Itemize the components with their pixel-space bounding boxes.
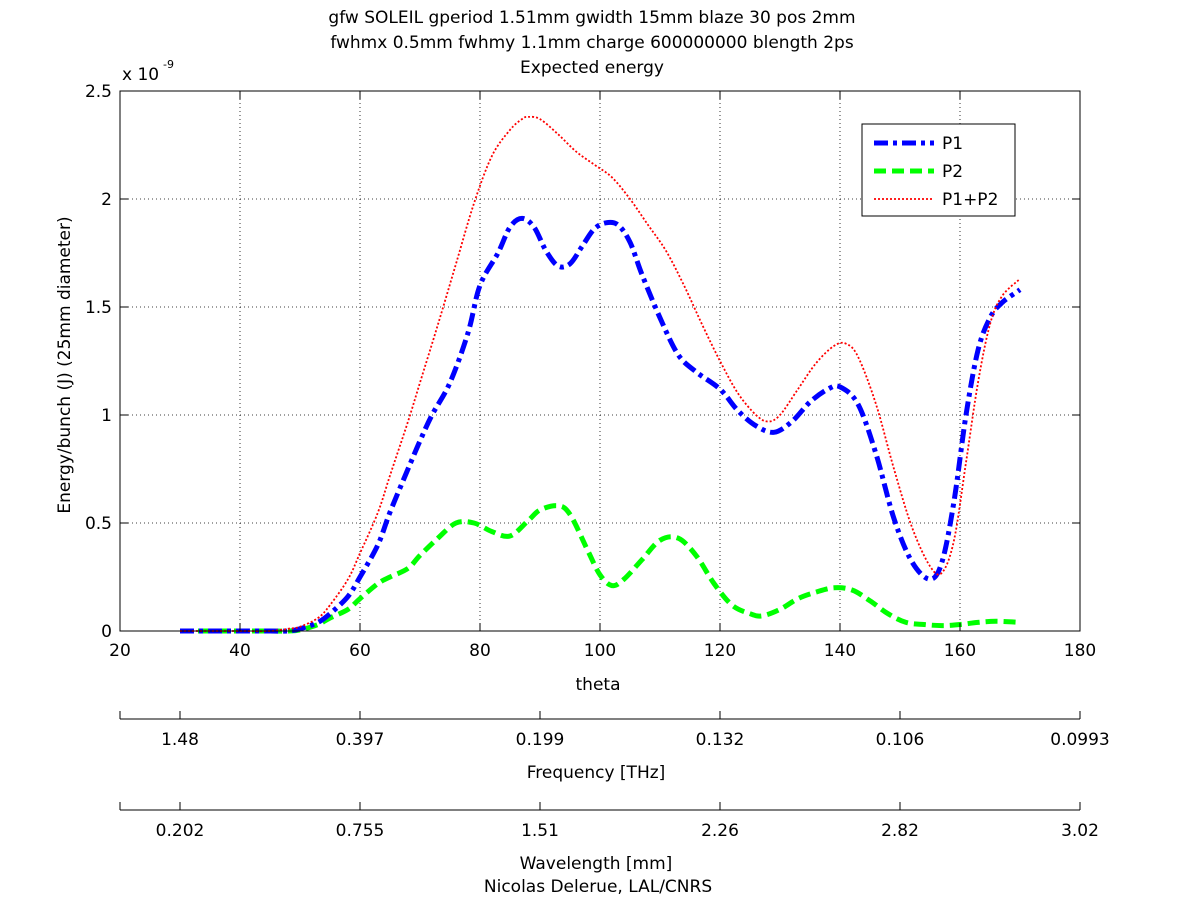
x-tick-label: 80 <box>469 641 491 661</box>
x-axis-label: theta <box>576 675 621 695</box>
secondary-axis-tick-label: 0.397 <box>336 730 385 750</box>
secondary-axis-tick-label: 0.106 <box>876 730 925 750</box>
y-axis-label: Energy/bunch (J) (25mm diameter) <box>55 216 75 513</box>
x-tick-label: 140 <box>824 641 856 661</box>
secondary-axes: 1.48 0.397 0.199 0.132 0.106 0.0993 Frequency … <box>119 711 1110 874</box>
y-tick-label: 0.5 <box>85 514 112 534</box>
footer-credit: Nicolas Delerue, LAL/CNRS <box>484 877 712 897</box>
secondary-axis-label: Frequency [THz] <box>527 763 666 783</box>
legend-label: P1+P2 <box>942 190 998 210</box>
legend-label: P2 <box>942 162 963 182</box>
legend: P1 P2 P1+P2 <box>861 123 1016 217</box>
series-group <box>179 115 1022 634</box>
x-tick-label: 60 <box>349 641 371 661</box>
secondary-axis-tick-label: 1.51 <box>521 821 559 841</box>
secondary-axis-tick-label: 0.755 <box>336 821 385 841</box>
series-line-p2 <box>179 503 1021 634</box>
y-tick-label: 0 <box>101 622 112 642</box>
y-exponent-base: x 10 <box>122 65 159 85</box>
x-tick-label: 160 <box>944 641 976 661</box>
x-tick-label: 120 <box>704 641 736 661</box>
secondary-axis-tick-label: 0.0993 <box>1050 730 1109 750</box>
y-tick-label: 2 <box>101 190 112 210</box>
secondary-axis-tick-label: 2.26 <box>701 821 739 841</box>
y-exponent-power: -9 <box>163 58 174 71</box>
secondary-axis-tick-label: 1.48 <box>161 730 199 750</box>
y-exponent-label: x 10 -9 <box>122 58 174 85</box>
y-tick-label: 2.5 <box>85 82 112 102</box>
y-tick-label: 1.5 <box>85 298 112 318</box>
secondary-axis-tick-label: 3.02 <box>1061 821 1099 841</box>
axes: 20 40 60 80 100 120 140 160 180 0 0.5 1 1.5 2 2.5 <box>85 82 1096 661</box>
chart-title: gfw SOLEIL gperiod 1.51mm gwidth 15mm bl… <box>328 8 855 78</box>
secondary-axis-tick-label: 0.132 <box>696 730 745 750</box>
x-tick-label: 40 <box>229 641 251 661</box>
y-tick-label: 1 <box>101 406 112 426</box>
legend-box <box>861 123 1016 217</box>
secondary-axis-tick-label: 0.202 <box>156 821 205 841</box>
secondary-axis-label: Wavelength [mm] <box>520 854 673 874</box>
legend-label: P1 <box>942 134 963 154</box>
secondary-axis-tick-label: 0.199 <box>516 730 565 750</box>
x-tick-label: 100 <box>584 641 616 661</box>
series-line-p1-p2 <box>179 115 1021 633</box>
x-tick-label: 180 <box>1064 641 1096 661</box>
chart-title-line-2: fwhmx 0.5mm fwhmy 1.1mm charge 600000000… <box>330 33 854 53</box>
secondary-axis-tick-label: 2.82 <box>881 821 919 841</box>
chart-title-line-3: Expected energy <box>520 58 664 78</box>
series-line-p1 <box>179 215 1022 634</box>
x-tick-label: 20 <box>109 641 131 661</box>
chart-title-line-1: gfw SOLEIL gperiod 1.51mm gwidth 15mm bl… <box>328 8 855 28</box>
